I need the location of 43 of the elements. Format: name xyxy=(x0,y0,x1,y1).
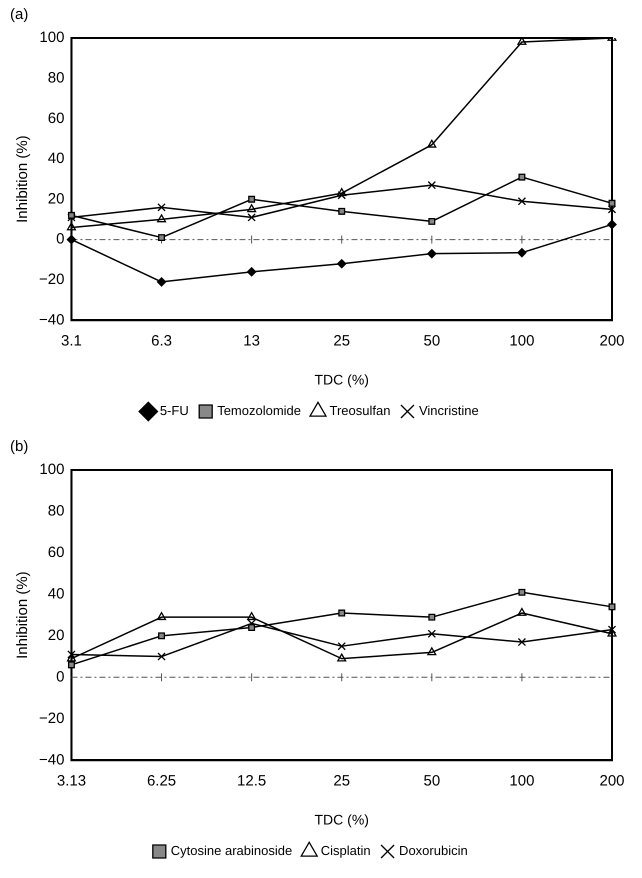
y-tick-label: −40 xyxy=(38,311,64,328)
x-tick-label: 12.5 xyxy=(237,772,266,790)
legend-label: Cisplatin xyxy=(320,843,371,858)
legend-label: Cytosine arabinoside xyxy=(170,843,292,858)
y-tick-label: 60 xyxy=(48,110,64,127)
x-tick-label: 25 xyxy=(333,332,350,350)
y-tick-label: 0 xyxy=(56,230,64,248)
y-tick-label: 100 xyxy=(39,461,64,478)
x-tick-label: 100 xyxy=(509,332,534,350)
x-tick-label: 25 xyxy=(333,772,350,790)
x-tick-label: 100 xyxy=(509,772,534,790)
y-tick-label: 60 xyxy=(48,544,64,562)
y-axis-title: Inhibition (%) xyxy=(14,571,32,659)
x-tick-label: 6.3 xyxy=(151,332,172,350)
y-tick-label: −40 xyxy=(38,751,64,768)
x-tick-label: 50 xyxy=(423,772,440,790)
legend-label: Doxorubicin xyxy=(399,843,468,858)
x-tick-label: 3.13 xyxy=(56,772,86,790)
y-tick-label: −20 xyxy=(38,271,64,288)
y-tick-label: 40 xyxy=(48,586,64,603)
legend-label: Temozolomide xyxy=(217,403,302,418)
x-tick-label: 3.1 xyxy=(61,332,82,350)
legend-label: Vincristine xyxy=(418,403,479,418)
y-tick-label: 20 xyxy=(48,626,64,644)
x-tick-label: 13 xyxy=(243,332,260,350)
x-axis-title: TDC (%) xyxy=(314,811,369,828)
legend-label: Treosulfan xyxy=(330,403,390,418)
y-tick-label: −20 xyxy=(38,710,64,727)
x-axis-title: TDC (%) xyxy=(314,371,369,388)
y-axis-title: Inhibition (%) xyxy=(14,135,32,223)
chart-title: (a) xyxy=(10,6,28,24)
y-tick-label: 80 xyxy=(48,502,64,520)
y-tick-label: 80 xyxy=(48,69,64,86)
y-tick-label: 40 xyxy=(48,150,64,168)
chart-title: (b) xyxy=(10,438,28,456)
x-tick-label: 200 xyxy=(599,332,625,350)
legend-label: 5-FU xyxy=(160,403,189,418)
y-tick-label: 100 xyxy=(39,29,64,46)
x-tick-label: 50 xyxy=(423,332,440,350)
y-tick-label: 0 xyxy=(56,668,64,686)
y-tick-label: 20 xyxy=(48,190,64,208)
x-tick-label: 200 xyxy=(599,772,625,790)
x-tick-label: 6.25 xyxy=(146,772,176,790)
